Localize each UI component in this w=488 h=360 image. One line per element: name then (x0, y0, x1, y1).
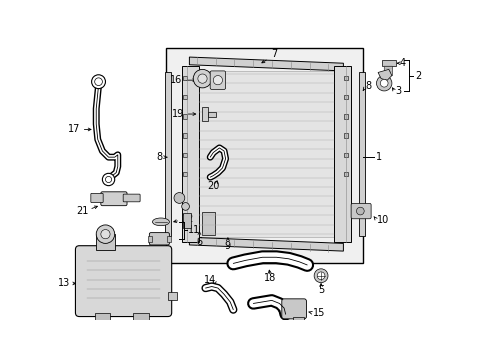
Circle shape (376, 76, 391, 91)
Bar (167, 236, 171, 242)
Circle shape (193, 69, 211, 88)
Bar (182, 66, 198, 242)
Circle shape (198, 74, 207, 83)
Circle shape (182, 203, 189, 210)
Bar (344, 76, 347, 80)
Text: 20: 20 (206, 181, 219, 191)
Circle shape (101, 230, 110, 239)
Circle shape (356, 207, 364, 215)
FancyBboxPatch shape (101, 192, 127, 206)
Circle shape (105, 176, 111, 183)
Text: 18: 18 (264, 273, 276, 283)
Bar (198, 71, 333, 237)
Circle shape (174, 193, 184, 203)
Polygon shape (377, 69, 391, 80)
Text: 5: 5 (317, 285, 324, 294)
Polygon shape (189, 237, 343, 251)
Text: 1: 1 (375, 152, 381, 162)
Circle shape (95, 78, 102, 86)
Bar (96, 234, 115, 249)
Circle shape (317, 272, 324, 280)
FancyBboxPatch shape (210, 71, 225, 89)
Bar (183, 133, 187, 138)
Bar (183, 76, 187, 80)
FancyBboxPatch shape (149, 233, 169, 245)
FancyBboxPatch shape (350, 203, 370, 219)
Bar (95, 313, 110, 320)
Text: 3: 3 (394, 86, 400, 96)
Bar (344, 153, 347, 157)
FancyBboxPatch shape (75, 246, 171, 316)
Bar (133, 313, 148, 320)
Bar (183, 172, 187, 176)
Bar (358, 72, 364, 236)
FancyBboxPatch shape (91, 193, 103, 203)
Text: 2: 2 (414, 71, 420, 81)
Bar (293, 316, 304, 323)
Bar (183, 95, 187, 99)
Bar (344, 133, 347, 138)
Bar (344, 114, 347, 119)
Circle shape (380, 80, 387, 87)
FancyBboxPatch shape (123, 194, 140, 202)
Text: 13: 13 (58, 278, 70, 288)
Text: 15: 15 (313, 308, 325, 318)
Text: 4: 4 (399, 58, 405, 68)
Bar (167, 292, 177, 300)
Text: 7: 7 (270, 49, 277, 59)
Bar (333, 66, 350, 242)
Text: 17: 17 (68, 125, 81, 134)
Bar (207, 112, 215, 117)
Bar (183, 153, 187, 157)
Text: 9: 9 (224, 241, 230, 251)
Text: 16: 16 (170, 75, 182, 85)
Text: 8: 8 (156, 152, 162, 162)
Circle shape (213, 76, 222, 85)
FancyBboxPatch shape (281, 299, 306, 319)
Circle shape (102, 173, 115, 186)
Text: 21: 21 (76, 206, 88, 216)
Bar (183, 213, 190, 228)
Ellipse shape (152, 218, 169, 226)
Bar (166, 48, 362, 263)
Circle shape (96, 225, 115, 243)
Bar (381, 60, 395, 66)
Text: 10: 10 (376, 215, 388, 225)
Circle shape (313, 269, 327, 283)
Text: 12: 12 (182, 214, 194, 224)
Bar (164, 72, 171, 236)
Bar (202, 107, 207, 121)
Text: 6: 6 (196, 237, 202, 247)
Text: 11: 11 (187, 225, 200, 235)
Text: 19: 19 (171, 109, 183, 119)
Bar (202, 212, 214, 235)
Bar (344, 172, 347, 176)
Bar (183, 114, 187, 119)
Bar (384, 66, 391, 75)
Text: 8: 8 (364, 81, 370, 91)
Circle shape (91, 75, 105, 89)
Bar (147, 236, 151, 242)
Text: 14: 14 (203, 275, 216, 285)
Bar (344, 95, 347, 99)
Polygon shape (189, 57, 343, 71)
